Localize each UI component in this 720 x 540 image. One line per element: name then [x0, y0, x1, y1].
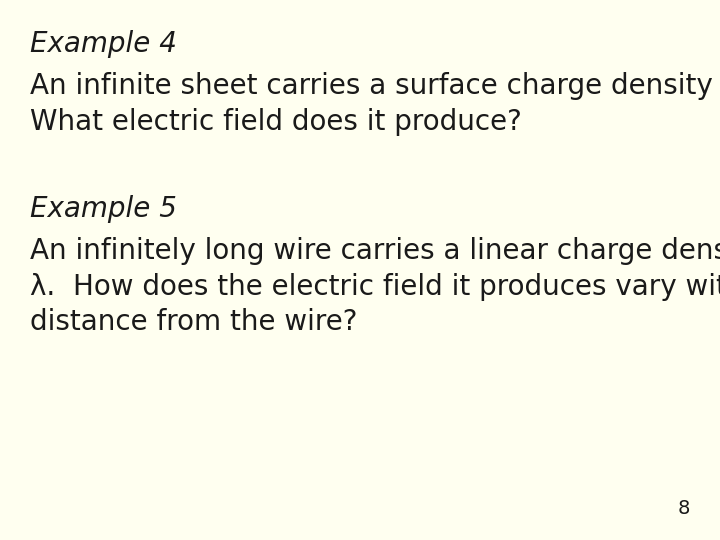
Text: Example 4: Example 4	[30, 30, 177, 58]
Text: Example 5: Example 5	[30, 195, 177, 223]
Text: An infinite sheet carries a surface charge density σ.
What electric field does i: An infinite sheet carries a surface char…	[30, 72, 720, 136]
Text: 8: 8	[678, 499, 690, 518]
Text: An infinitely long wire carries a linear charge density
λ.  How does the electri: An infinitely long wire carries a linear…	[30, 237, 720, 336]
